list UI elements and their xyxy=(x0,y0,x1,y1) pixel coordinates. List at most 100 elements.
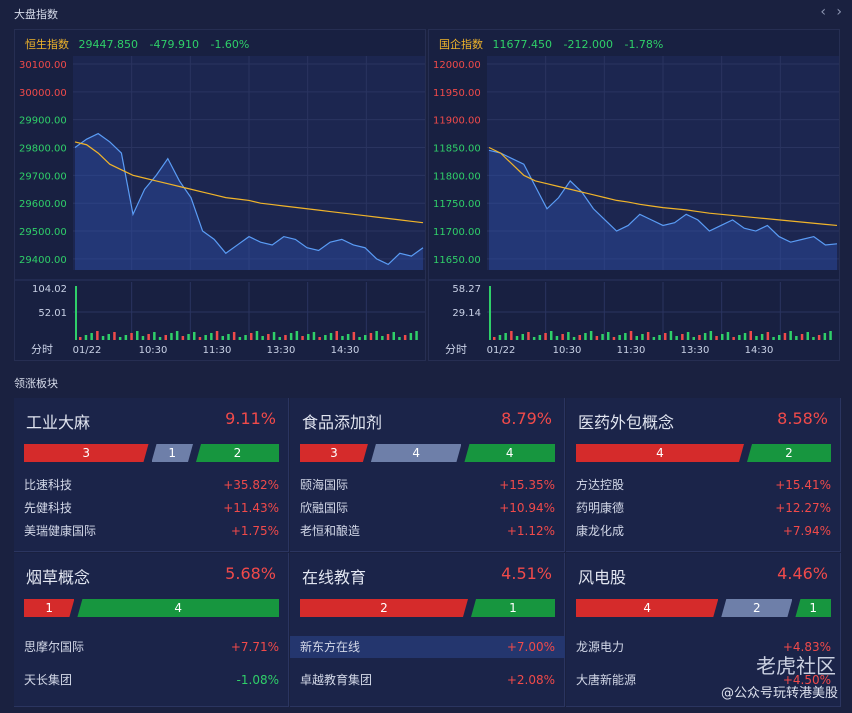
sector-name: 在线教育 xyxy=(302,568,367,587)
volume-bar xyxy=(75,286,77,340)
volume-bar xyxy=(698,335,701,340)
stock-row[interactable]: 天长集团 -1.08% xyxy=(24,669,279,691)
volume-bar xyxy=(493,337,496,340)
volume-bar xyxy=(198,337,202,340)
volume-bar xyxy=(823,333,827,340)
index-change: -479.910 xyxy=(149,38,199,51)
volume-bar xyxy=(635,336,638,340)
volume-bar xyxy=(812,337,815,340)
volume-bar xyxy=(624,333,627,340)
volume-bar xyxy=(538,335,542,340)
stock-row[interactable]: 思摩尔国际 +7.71% xyxy=(24,636,279,658)
stock-row[interactable]: 药明康德 +12.27% xyxy=(576,497,831,519)
volume-bar xyxy=(307,334,310,340)
stock-row[interactable]: 新东方在线 +7.00% xyxy=(290,636,565,658)
chart-panel-hscei[interactable]: 国企指数 11677.450 -212.000 -1.78% 12000.00 1… xyxy=(428,29,840,361)
x-tick-label: 10:30 xyxy=(553,345,582,356)
volume-bar xyxy=(392,332,395,340)
volume-bar xyxy=(96,331,99,340)
volume-bar xyxy=(158,337,162,340)
stock-name: 新东方在线 xyxy=(300,640,361,654)
volume-bar xyxy=(612,337,616,340)
stock-row[interactable]: 大唐新能源 +4.50% xyxy=(576,669,831,691)
index-pct: -1.78% xyxy=(624,38,664,51)
volume-bar xyxy=(386,334,390,340)
volume-bar xyxy=(118,337,122,340)
stock-row[interactable]: 颐海国际 +15.35% xyxy=(300,474,555,496)
volume-bar xyxy=(544,333,547,340)
sector-name: 风电股 xyxy=(578,568,627,587)
down-count-segment: 4 xyxy=(77,599,279,617)
sector-card[interactable]: 工业大麻 9.11% 3 1 2 比速科技 +35.82% 先健科技 +11.43% 美瑞健康国际… xyxy=(14,398,289,552)
flat-count-segment: 4 xyxy=(371,444,462,462)
volume-bar xyxy=(244,335,247,340)
sector-grid: 工业大麻 9.11% 3 1 2 比速科技 +35.82% 先健科技 +11.43% 美瑞健康国际… xyxy=(14,398,842,708)
stock-row[interactable]: 龙源电力 +4.83% xyxy=(576,636,831,658)
volume-bar xyxy=(817,335,821,340)
sector-pct: 8.58% xyxy=(777,409,828,428)
volume-bar xyxy=(147,334,150,340)
sector-pct: 5.68% xyxy=(225,564,276,583)
prev-arrow-icon[interactable]: ‹ xyxy=(820,4,826,20)
volume-bar xyxy=(829,331,832,340)
volume-bar xyxy=(398,337,401,340)
sector-card[interactable]: 在线教育 4.51% 2 1 新东方在线 +7.00% 卓越教育集团 +2.08% xyxy=(290,553,565,707)
index-price: 11677.450 xyxy=(492,38,553,51)
volume-bar xyxy=(335,331,338,340)
y-tick-label: 11800.00 xyxy=(433,171,481,182)
stock-pct: +10.94% xyxy=(499,501,555,515)
volume-bar xyxy=(221,336,224,340)
sector-card[interactable]: 食品添加剂 8.79% 3 4 4 颐海国际 +15.35% 欣融国际 +10.94% 老恒和酿造… xyxy=(290,398,565,552)
price-line xyxy=(74,132,424,266)
volume-bar xyxy=(210,333,213,340)
stock-row[interactable]: 康龙化成 +7.94% xyxy=(576,520,831,542)
y-tick-label: 11750.00 xyxy=(433,199,481,210)
stock-row[interactable]: 美瑞健康国际 +1.75% xyxy=(24,520,279,542)
stock-row[interactable]: 先健科技 +11.43% xyxy=(24,497,279,519)
average-line xyxy=(488,146,838,227)
volume-bar xyxy=(721,334,724,340)
stock-name: 康龙化成 xyxy=(576,524,625,538)
down-count-segment: 2 xyxy=(747,444,831,462)
stock-row[interactable]: 比速科技 +35.82% xyxy=(24,474,279,496)
index-name: 国企指数 xyxy=(439,38,483,51)
stock-name: 比速科技 xyxy=(24,478,73,492)
y-tick-label: 29700.00 xyxy=(19,171,67,182)
chart-header: 国企指数 11677.450 -212.000 -1.78% xyxy=(439,36,671,52)
sector-card[interactable]: 烟草概念 5.68% 1 4 思摩尔国际 +7.71% 天长集团 -1.08% xyxy=(14,553,289,707)
stock-pct: +1.75% xyxy=(230,524,279,538)
sector-name: 食品添加剂 xyxy=(302,413,383,432)
volume-bar xyxy=(153,332,156,340)
volume-bar xyxy=(364,335,367,340)
down-count-segment: 4 xyxy=(464,444,555,462)
stock-row[interactable]: 老恒和酿造 +1.12% xyxy=(300,520,555,542)
volume-bar xyxy=(289,333,293,340)
sector-card[interactable]: 风电股 4.46% 4 2 1 龙源电力 +4.83% 大唐新能源 +4.50% xyxy=(566,553,841,707)
watermark-account: @公众号玩转港美股 xyxy=(720,686,838,701)
volume-bar xyxy=(318,337,321,340)
stock-name: 方达控股 xyxy=(576,478,625,492)
volume-bar xyxy=(369,333,373,340)
volume-bar xyxy=(510,331,513,340)
down-count-segment: 1 xyxy=(471,599,555,617)
volume-bar xyxy=(79,337,82,340)
sector-name: 烟草概念 xyxy=(26,568,91,587)
y-tick-label: 11650.00 xyxy=(433,255,481,266)
up-count-segment: 4 xyxy=(576,599,718,617)
volume-bar xyxy=(578,335,581,340)
volume-bar xyxy=(164,335,167,340)
stock-pct: +7.94% xyxy=(782,524,831,538)
y-tick-label: 11900.00 xyxy=(433,116,481,127)
stock-row[interactable]: 卓越教育集团 +2.08% xyxy=(300,669,555,691)
volume-bar xyxy=(403,335,407,340)
x-tick-label: 14:30 xyxy=(745,345,774,356)
sector-card[interactable]: 医药外包概念 8.58% 4 2 方达控股 +15.41% 药明康德 +12.27% 康龙化成 +… xyxy=(566,398,841,552)
stock-row[interactable]: 方达控股 +15.41% xyxy=(576,474,831,496)
stock-row[interactable]: 欣融国际 +10.94% xyxy=(300,497,555,519)
stock-pct: +7.00% xyxy=(506,640,555,654)
volume-bar xyxy=(84,335,88,340)
chart-panel-hsi[interactable]: 恒生指数 29447.850 -479.910 -1.60% 30100.00 3… xyxy=(14,29,426,361)
stock-name: 大唐新能源 xyxy=(576,673,637,687)
next-arrow-icon[interactable]: › xyxy=(836,4,842,20)
flat-count-segment: 2 xyxy=(721,599,792,617)
